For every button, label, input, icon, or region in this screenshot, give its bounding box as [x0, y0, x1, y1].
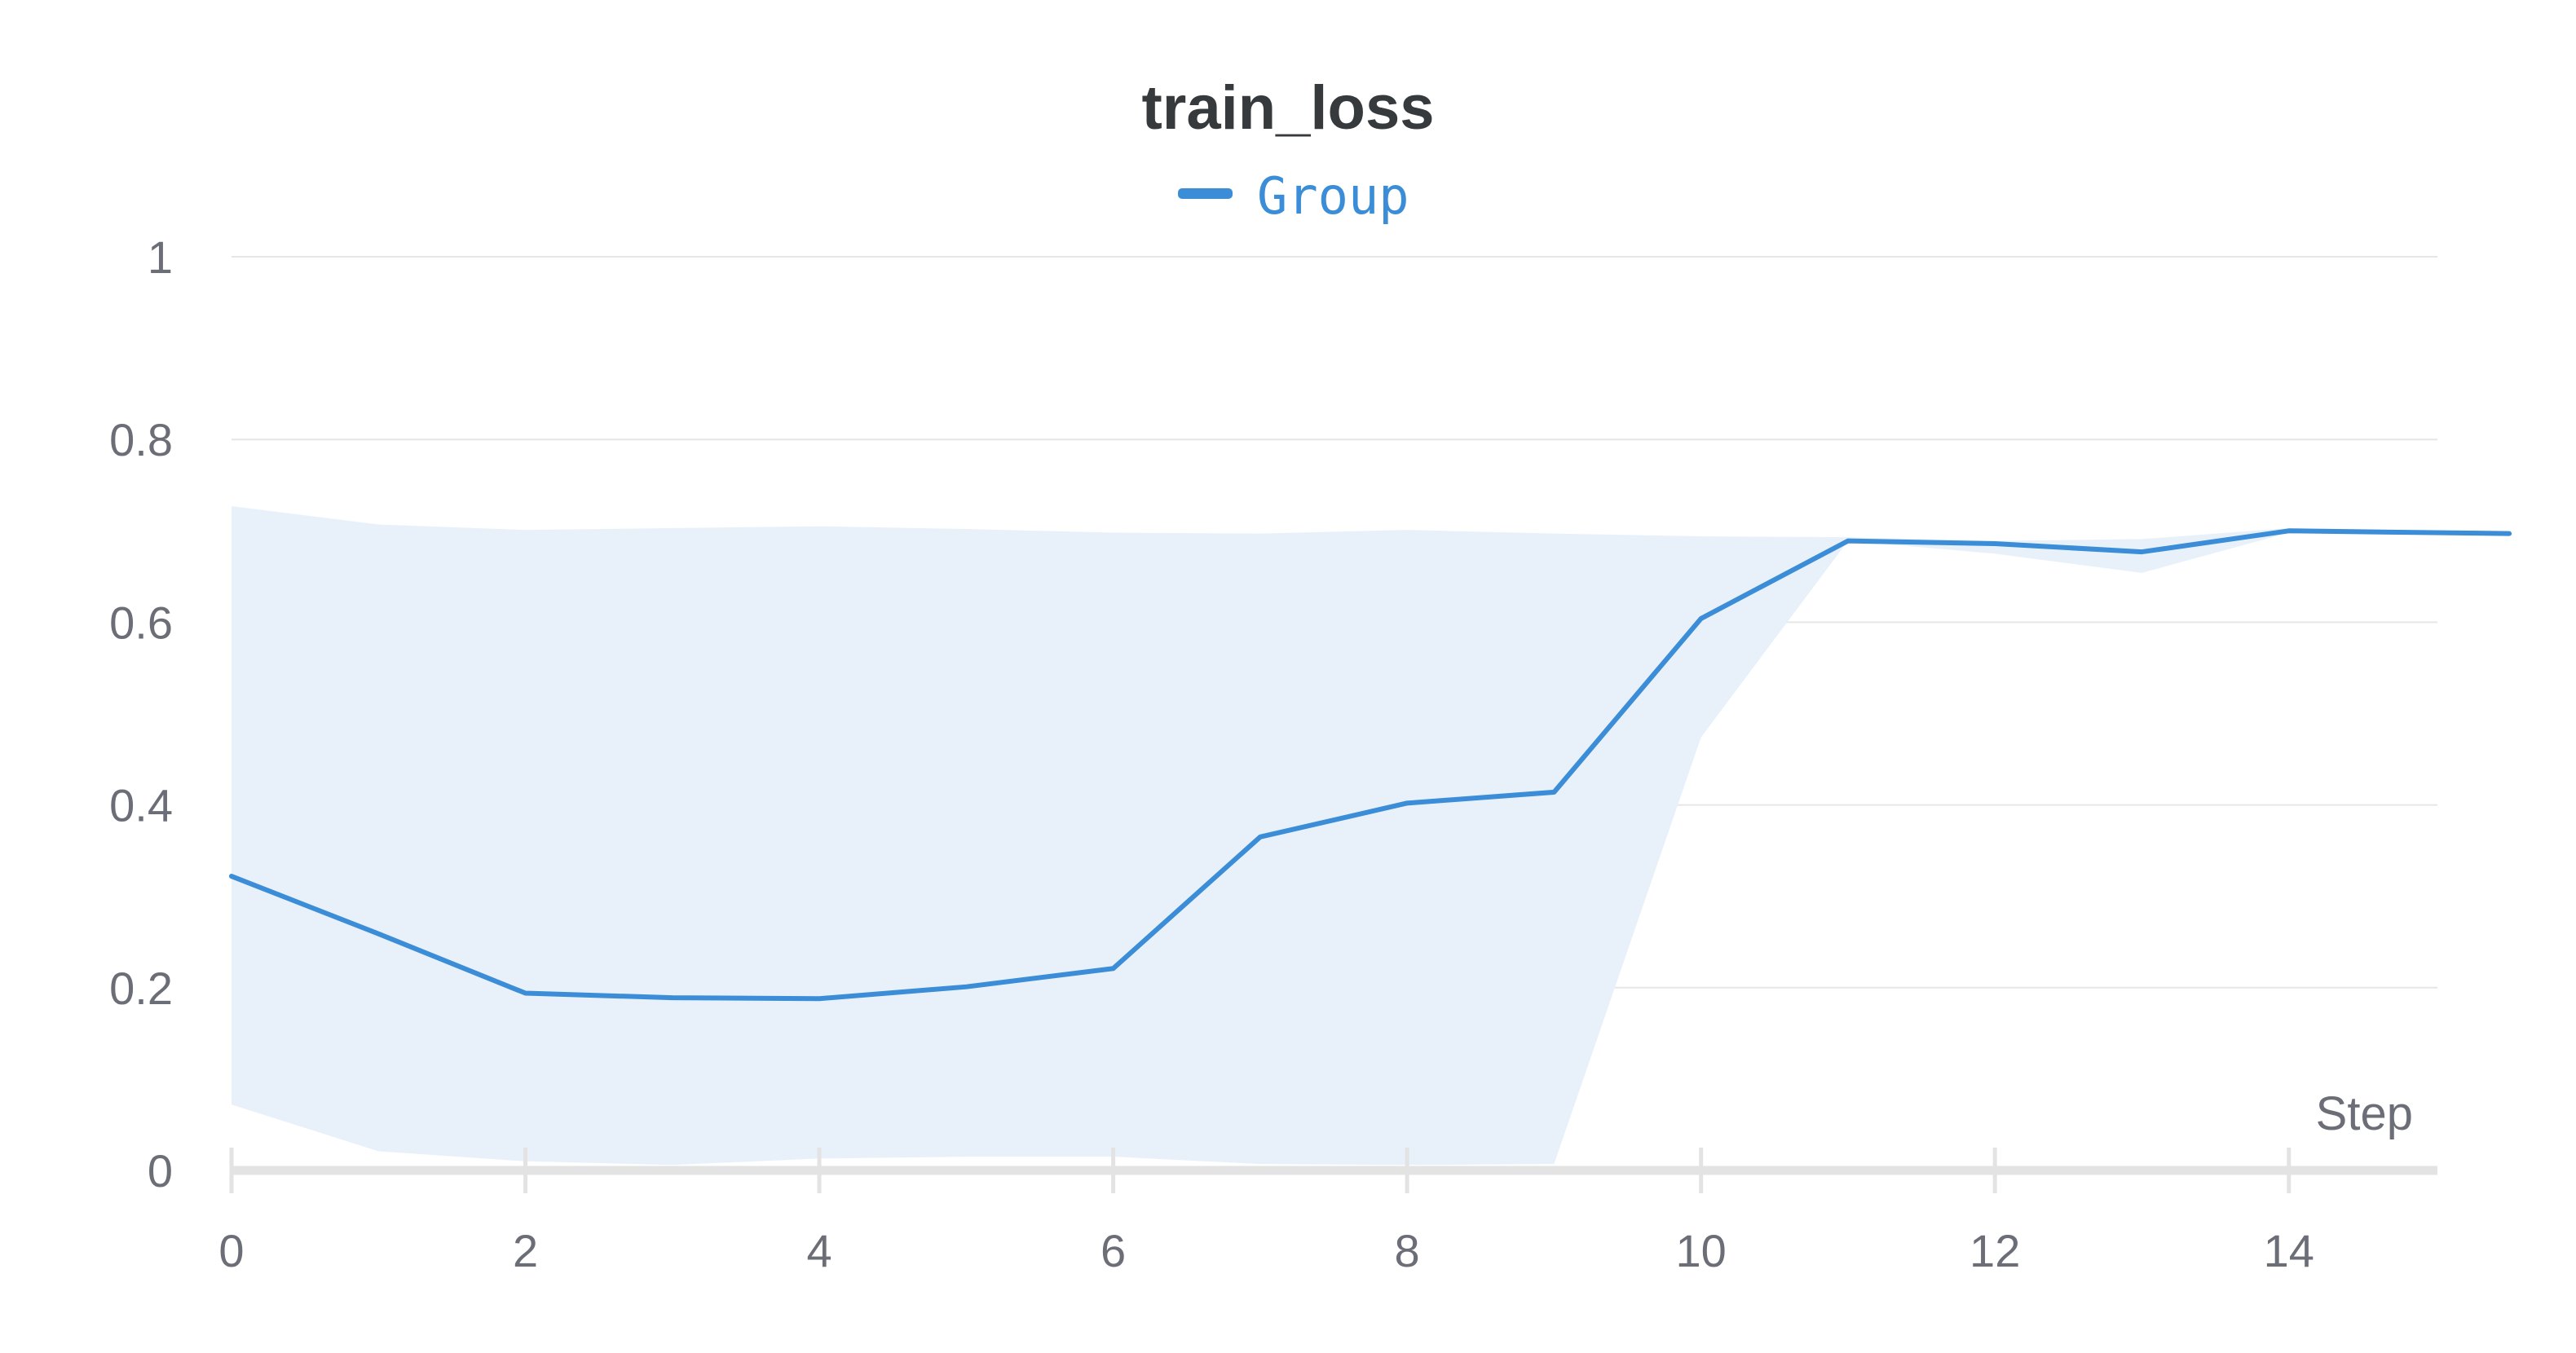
series-range-band	[232, 506, 2510, 1166]
x-tick-label: 12	[1969, 1225, 2020, 1276]
series-line[interactable]	[229, 528, 2512, 1002]
series-lines	[229, 528, 2512, 1002]
x-tick-label: 0	[218, 1225, 244, 1276]
x-tick-label: 4	[806, 1225, 831, 1276]
legend-swatch	[1178, 188, 1233, 199]
legend[interactable]: Group	[1178, 166, 1409, 226]
x-axis	[229, 1148, 2437, 1193]
x-tick-label: 10	[1676, 1225, 1727, 1276]
y-tick-label: 1	[148, 231, 173, 283]
tick-labels: 00.20.40.60.810 2 4 6 8 10 12 14	[109, 231, 2314, 1276]
x-tick-label: 2	[513, 1225, 538, 1276]
legend-label: Group	[1257, 166, 1409, 226]
x-tick-label: 6	[1101, 1225, 1126, 1276]
x-axis-label: Step	[2316, 1087, 2413, 1140]
range-bands	[232, 506, 2510, 1166]
y-tick-label: 0	[148, 1145, 173, 1197]
x-tick-label: 14	[2264, 1225, 2314, 1276]
y-tick-label: 0.2	[109, 963, 173, 1014]
y-tick-label: 0.8	[109, 414, 173, 465]
x-tick-label: 8	[1395, 1225, 1420, 1276]
y-tick-label: 0.4	[109, 780, 173, 831]
chart-title: train_loss	[1141, 73, 1434, 143]
y-tick-label: 0.6	[109, 597, 173, 648]
